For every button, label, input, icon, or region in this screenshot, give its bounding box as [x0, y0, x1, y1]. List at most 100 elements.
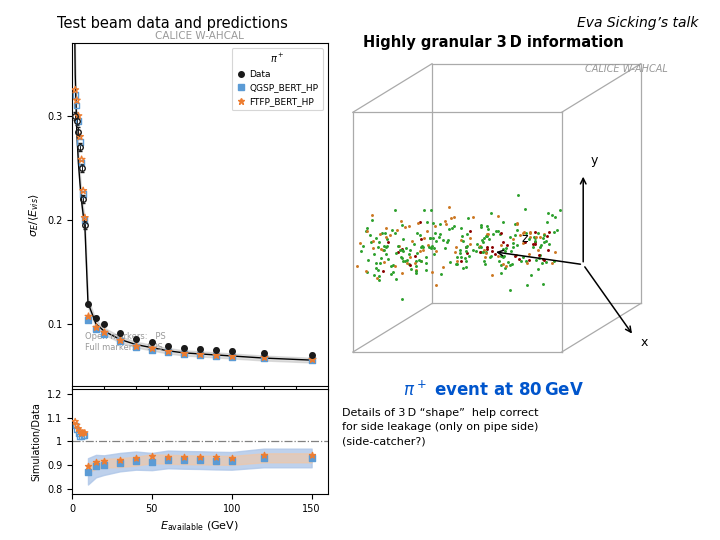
- Point: [474, 242, 485, 251]
- Point: [415, 234, 427, 243]
- Point: [464, 240, 475, 248]
- Point: [546, 259, 557, 267]
- Point: [391, 275, 402, 284]
- Point: [455, 256, 467, 265]
- Point: [430, 229, 441, 238]
- Text: y: y: [590, 154, 598, 167]
- Point: [437, 236, 449, 245]
- Point: [552, 226, 563, 234]
- Point: [449, 248, 461, 256]
- Point: [444, 258, 456, 266]
- Point: [380, 224, 392, 232]
- Point: [393, 242, 405, 251]
- Point: [532, 245, 544, 254]
- Point: [387, 268, 399, 277]
- Point: [397, 257, 409, 266]
- Point: [357, 241, 369, 250]
- Point: [381, 233, 392, 241]
- Point: [461, 248, 472, 257]
- FTFP_BERT_HP: [82, 312, 94, 321]
- Point: [401, 259, 413, 268]
- Point: [534, 232, 546, 241]
- Point: [373, 243, 384, 252]
- Point: [478, 233, 490, 242]
- Point: [194, 456, 206, 465]
- QGSP_BERT_HP: [194, 350, 206, 359]
- Point: [382, 255, 394, 264]
- Point: [523, 234, 535, 243]
- Point: [376, 245, 387, 253]
- Point: [411, 229, 423, 238]
- Point: [518, 228, 530, 237]
- Point: [454, 246, 465, 254]
- Point: [387, 260, 399, 269]
- Point: [500, 244, 512, 252]
- Point: [73, 429, 84, 437]
- Point: [521, 259, 532, 268]
- Point: [417, 242, 428, 251]
- Point: [194, 453, 206, 462]
- Point: [374, 258, 385, 267]
- Point: [361, 267, 373, 276]
- Point: [415, 247, 426, 255]
- Point: [454, 249, 466, 258]
- Point: [457, 264, 469, 273]
- Point: [523, 249, 535, 258]
- Point: [370, 259, 382, 268]
- Point: [410, 267, 422, 275]
- Point: [71, 101, 83, 110]
- Point: [423, 242, 435, 251]
- Point: [489, 249, 500, 258]
- Point: [477, 247, 489, 256]
- Point: [431, 247, 442, 255]
- Point: [534, 243, 546, 252]
- Point: [511, 241, 523, 250]
- Point: [397, 221, 408, 230]
- Point: [448, 213, 459, 222]
- Point: [426, 206, 437, 215]
- Point: [413, 219, 424, 228]
- Point: [210, 456, 222, 465]
- QGSP_BERT_HP: [306, 356, 318, 364]
- Point: [463, 213, 474, 222]
- Point: [408, 239, 420, 248]
- Point: [537, 254, 549, 263]
- Point: [476, 248, 487, 256]
- QGSP_BERT_HP: [130, 342, 142, 351]
- Point: [410, 256, 421, 265]
- Point: [397, 235, 408, 244]
- QGSP_BERT_HP: [178, 349, 189, 358]
- Point: [438, 244, 450, 252]
- Point: [69, 86, 81, 94]
- Point: [500, 261, 512, 270]
- Point: [409, 251, 420, 260]
- Point: [503, 258, 514, 266]
- FTFP_BERT_HP: [258, 353, 269, 361]
- Point: [476, 222, 487, 231]
- Point: [504, 261, 516, 269]
- Point: [418, 246, 429, 255]
- Point: [483, 235, 495, 244]
- Point: [79, 213, 91, 222]
- Point: [390, 229, 401, 238]
- Point: [444, 224, 455, 233]
- Point: [485, 209, 497, 218]
- Point: [512, 191, 523, 199]
- Point: [397, 246, 408, 254]
- Point: [461, 230, 472, 239]
- Point: [505, 247, 517, 255]
- Y-axis label: Simulation/Data: Simulation/Data: [32, 402, 41, 481]
- Point: [162, 455, 174, 464]
- Point: [532, 229, 544, 238]
- Point: [443, 235, 454, 244]
- Point: [451, 256, 463, 265]
- Point: [76, 433, 87, 441]
- Point: [74, 138, 86, 146]
- Point: [435, 230, 446, 238]
- Point: [437, 262, 449, 271]
- Point: [162, 452, 174, 461]
- Point: [492, 227, 503, 235]
- FTFP_BERT_HP: [146, 343, 158, 352]
- Point: [441, 238, 453, 247]
- Point: [384, 231, 396, 239]
